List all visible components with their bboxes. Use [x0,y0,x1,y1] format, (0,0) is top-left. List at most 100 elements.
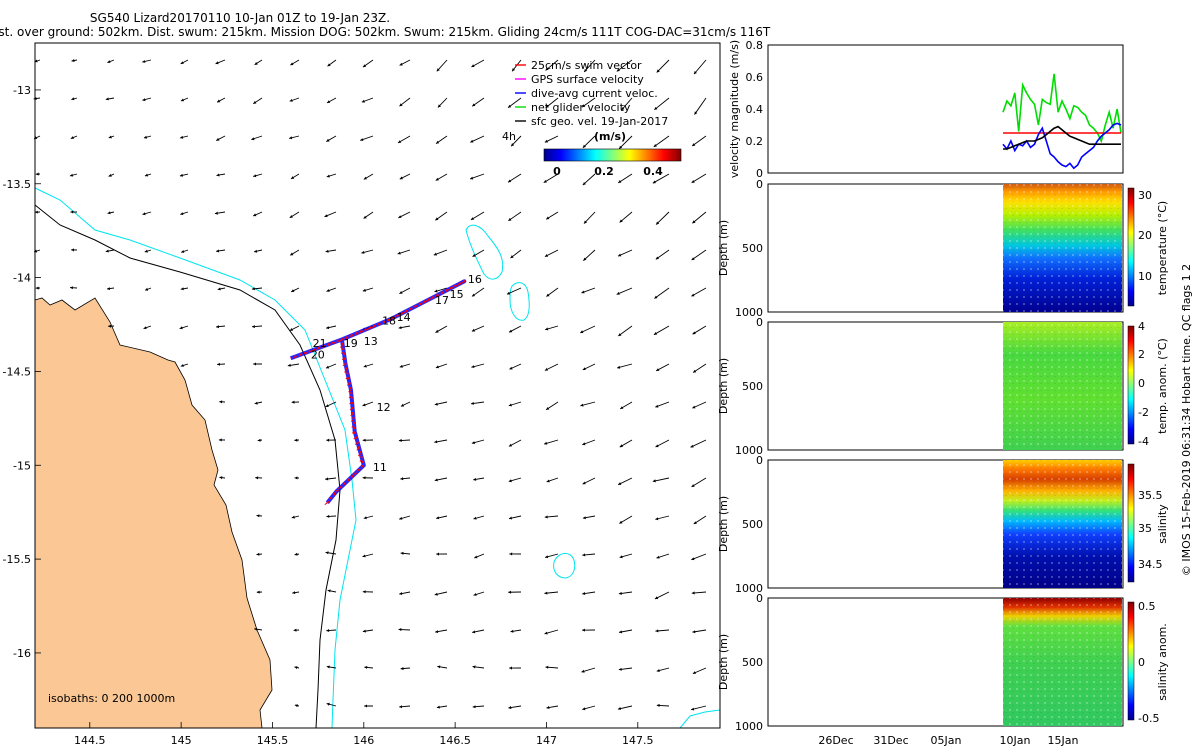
glider-track [290,279,467,506]
current-vector-head [400,667,404,671]
current-vector-head [619,520,623,524]
swim-vector [355,332,359,335]
swim-vector [338,486,342,490]
current-vector-head [691,557,695,561]
current-vector-head [142,212,146,216]
current-vector-head [108,135,112,139]
current-vector-head [584,220,587,224]
swim-vector [356,447,360,451]
depth-label: Depth (m) [717,358,730,414]
y-tick-label: -16 [13,647,31,660]
swim-vector [342,363,346,367]
current-vector-head [144,249,148,253]
reef-outline [679,709,721,729]
current-vector-head [619,219,623,223]
current-vector-head [291,176,295,179]
swim-vector [419,302,423,305]
current-vector-head [71,248,74,252]
current-vector [693,59,707,75]
swim-vector [293,355,297,359]
current-vector-head [398,140,402,143]
current-vector [655,211,670,225]
swim-vector [351,425,355,428]
y-tick: 0.4 [746,103,764,116]
current-vector-head [691,591,695,595]
cb-tick: 4 [1138,320,1145,333]
y-tick-label: -13.5 [3,178,31,191]
legend-label-net: net glider velocity [531,101,631,114]
current-vector-head [691,257,695,260]
current-vector-head [473,477,477,481]
temp-anomaly-colorbar [1127,325,1135,445]
current-vector-head [470,176,474,180]
current-vector-head [653,332,658,335]
current-vector-head [253,100,257,104]
current-vector-head [544,139,549,143]
current-vector-head [217,99,221,103]
velocity-y-ticks: 0 0.2 0.4 0.6 0.8 [746,39,764,180]
current-vector-head [618,667,622,671]
current-vector-head [108,173,112,177]
current-vector-head [433,252,437,256]
swim-vector [344,336,348,340]
current-vector-head [474,555,478,559]
swim-track [290,280,466,504]
current-vector-head [584,68,588,72]
current-vector-head [692,630,696,634]
current-vector-head [399,62,403,66]
current-vector-head [325,249,329,253]
velocity-panel: 0 0.2 0.4 0.6 0.8 velocity magnitude (m/… [728,39,1124,180]
swim-vector [339,339,343,342]
isobath-1000 [34,187,357,729]
current-vector-head [473,516,477,520]
y-tick: 0.2 [746,135,764,148]
current-vector-head [508,104,512,108]
current-vector-head [508,479,512,483]
current-vector [691,135,707,147]
cb-tick: 0 [1138,656,1145,669]
current-vector-head [620,406,624,409]
velocity-line [1002,73,1122,144]
current-vector-head [582,104,586,108]
y-tick: 1000 [735,306,763,319]
current-vector-head [217,287,221,291]
map-legend: 25cm/s swim vector GPS surface velocity … [502,59,682,178]
current-vector [654,97,670,111]
current-vector-head [656,69,660,73]
current-vector-head [253,213,257,217]
current-vector-head [470,217,475,220]
current-vector-head [254,62,258,65]
current-vector-head [435,329,439,333]
current-vector-head [105,249,109,253]
current-vector-head [544,367,548,371]
current-vector-head [508,443,513,447]
current-vector-head [437,104,441,108]
current-vector-head [619,630,623,634]
current-vector-head [216,137,220,141]
swim-vector [414,305,418,308]
temp-anomaly-panel: 0 500 1000 Depth (m) -4 -2 0 2 4 temp. a… [717,316,1169,457]
current-vector-head [437,665,441,669]
current-vector-head [582,516,586,520]
current-vector-head [434,440,438,444]
current-vector-head [219,476,223,480]
swim-vector [324,502,328,506]
current-vector-head [70,286,73,290]
current-vector-head [398,628,402,632]
current-vector-head [327,589,331,593]
swim-vector [361,464,365,468]
current-vector-head [254,627,258,631]
cb-tick: 0.5 [1138,600,1156,613]
current-vector-head [508,179,512,183]
figure-subtitle: Dist. over ground: 502km. Dist. swum: 21… [0,25,771,39]
current-vector-head [472,293,476,297]
current-vector-head [291,515,295,519]
current-vector-head [70,136,74,139]
current-vector-head [142,60,146,63]
current-vector-head [253,362,256,366]
current-vector [653,325,670,336]
swim-vector [350,413,354,416]
track-label: 16 [468,273,482,286]
swim-vector [388,318,392,322]
x-tick: 10Jan [1000,734,1031,747]
